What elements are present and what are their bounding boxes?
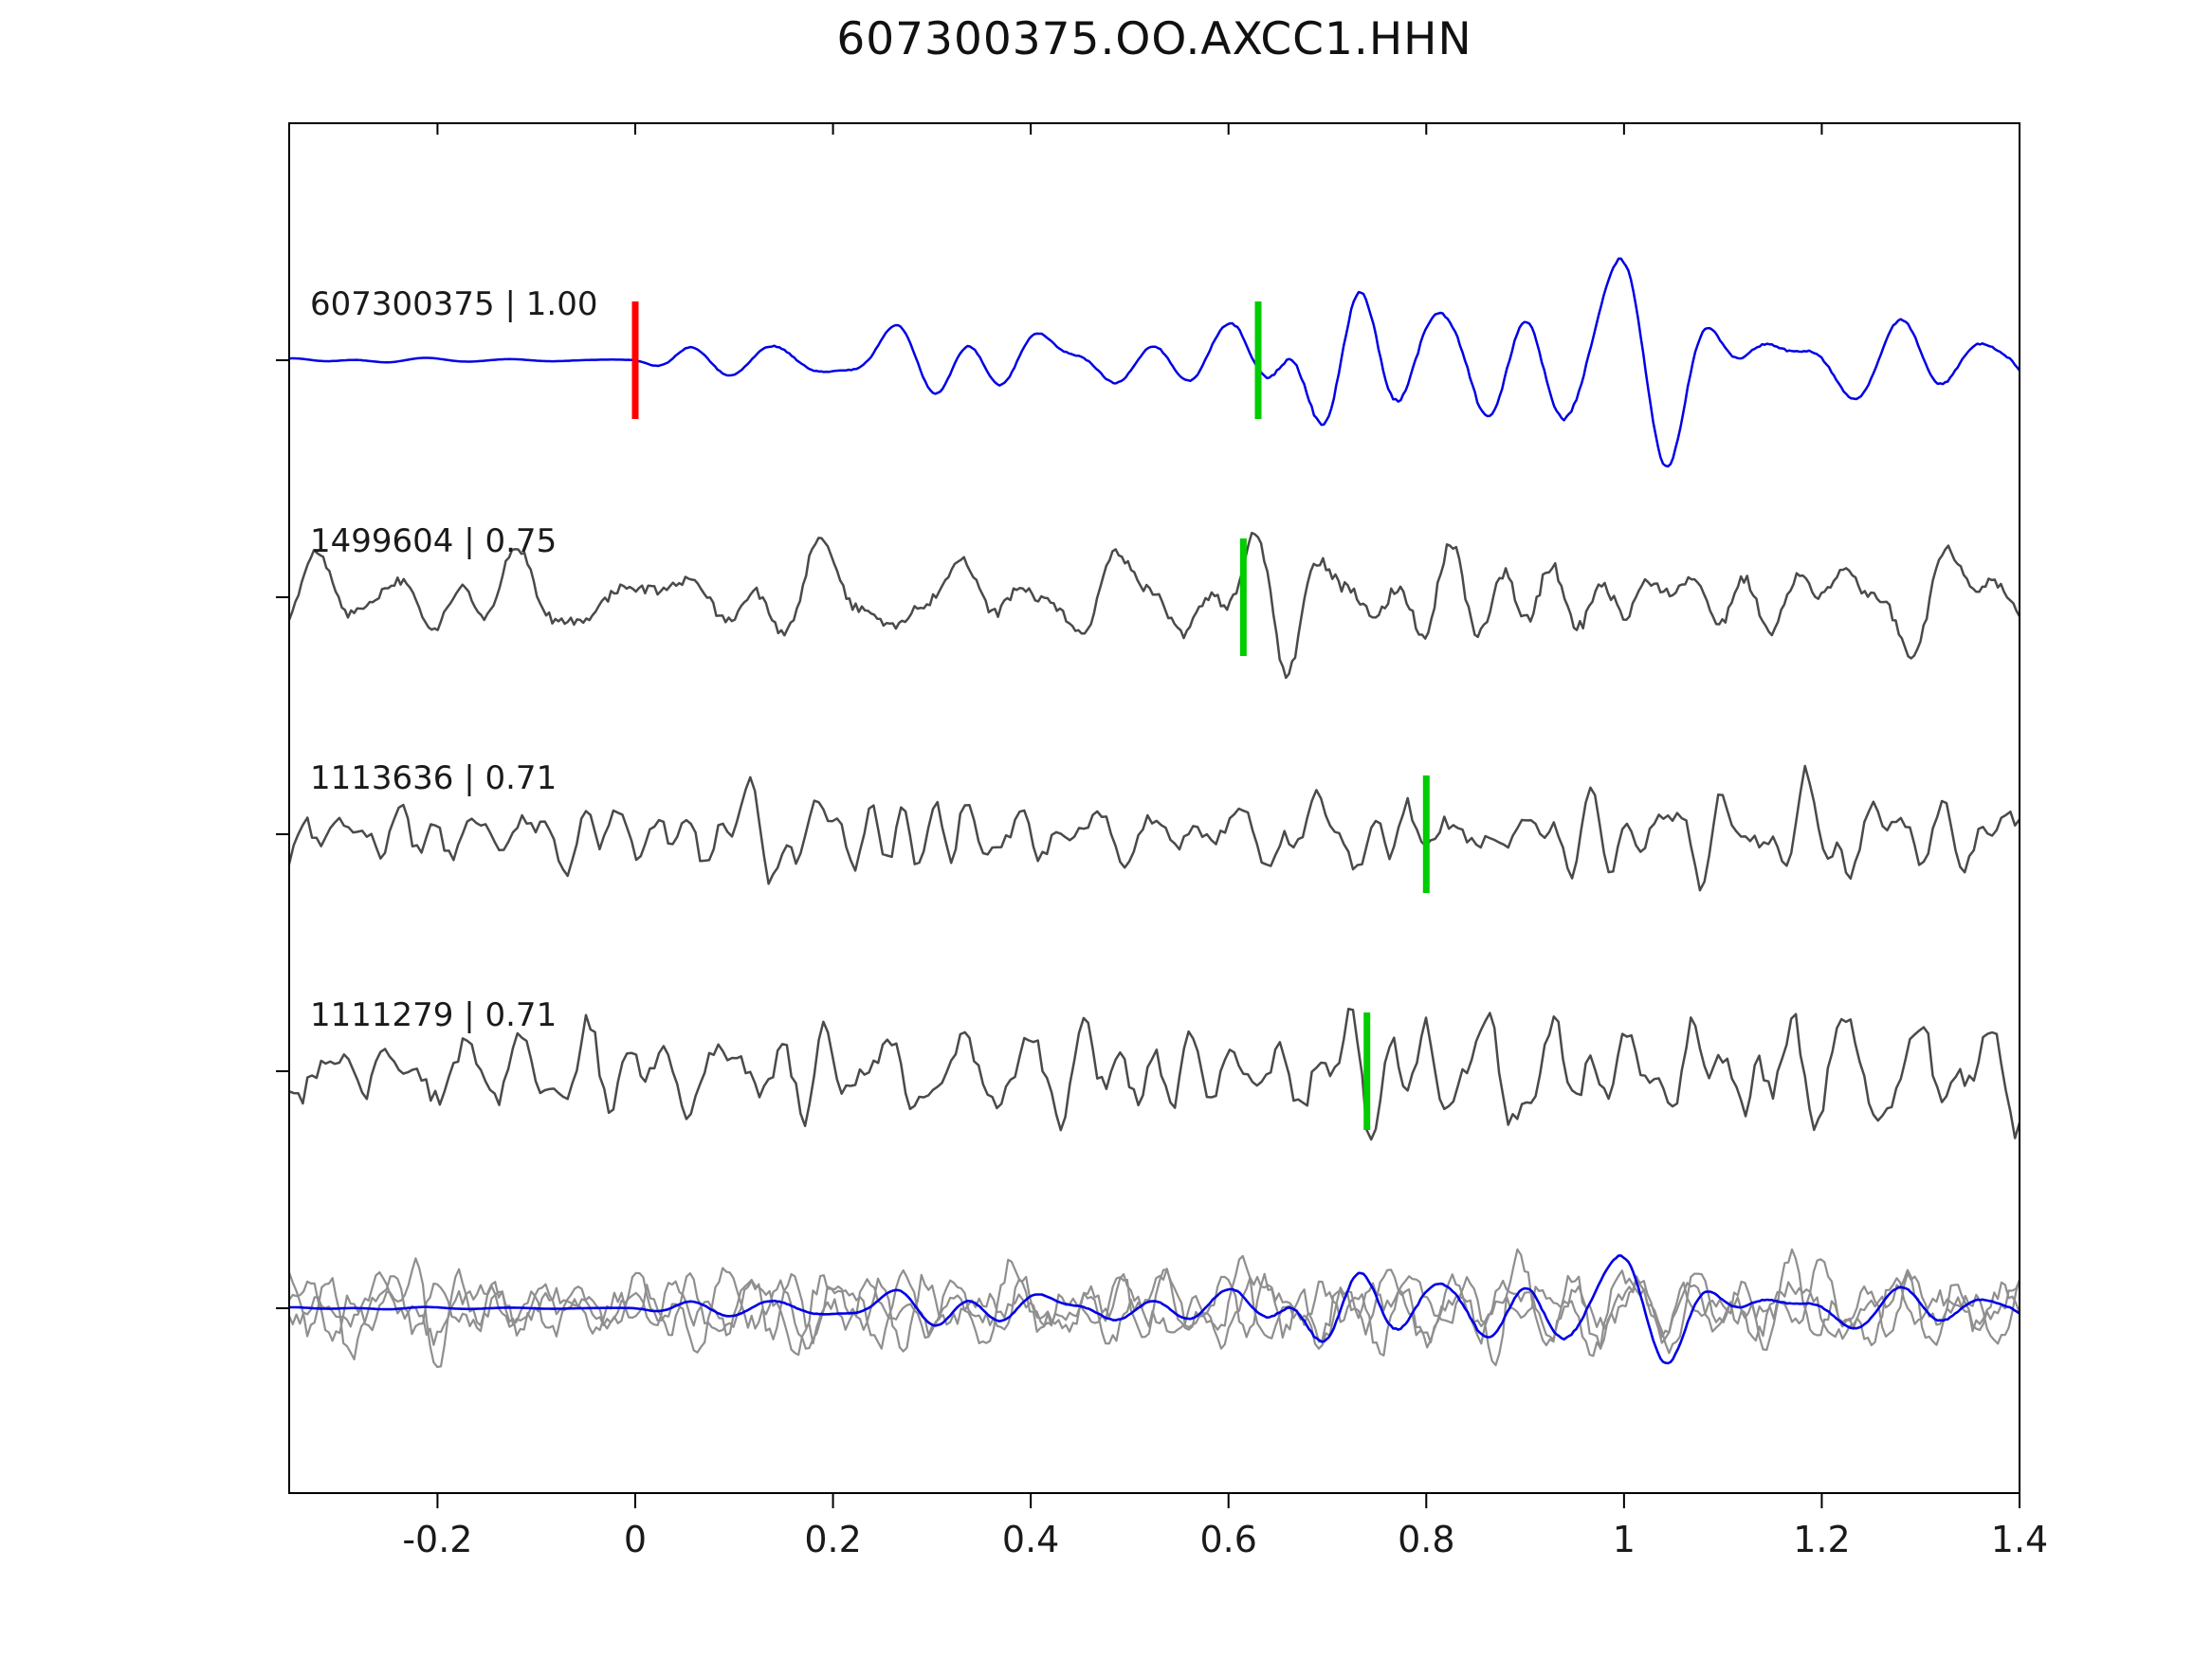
waveform-trace-607300375 <box>289 257 2020 468</box>
trace-label-1499604: 1499604 | 0.75 <box>310 522 557 560</box>
waveform-trace-1499604 <box>289 531 2020 680</box>
x-tick-label: 1 <box>1613 1519 1636 1560</box>
trace-label-1111279: 1111279 | 0.71 <box>310 996 557 1034</box>
x-tick-label: 1.2 <box>1793 1519 1850 1560</box>
x-tick-label: -0.2 <box>402 1519 472 1560</box>
x-tick-label: 0 <box>624 1519 647 1560</box>
plot-title: 607300375.OO.AXCC1.HHN <box>836 13 1472 65</box>
x-tick-label: 0.6 <box>1199 1519 1256 1560</box>
x-tick-label: 0.2 <box>804 1519 861 1560</box>
traces-group <box>289 257 2020 1369</box>
x-tick-label: 1.4 <box>1991 1519 2048 1560</box>
x-tick-label: 0.4 <box>1002 1519 1059 1560</box>
axes-border <box>288 122 2020 1494</box>
x-tick-label: 0.8 <box>1398 1519 1454 1560</box>
waveform-trace-1111279 <box>289 1007 2020 1141</box>
trace-label-1113636: 1113636 | 0.71 <box>310 759 557 797</box>
overlay-gray-trace-1 <box>289 1254 2020 1369</box>
waveform-trace-1113636 <box>289 764 2020 892</box>
overlay-aligned-trace <box>289 1254 2020 1365</box>
trace-label-607300375: 607300375 | 1.00 <box>310 285 597 323</box>
